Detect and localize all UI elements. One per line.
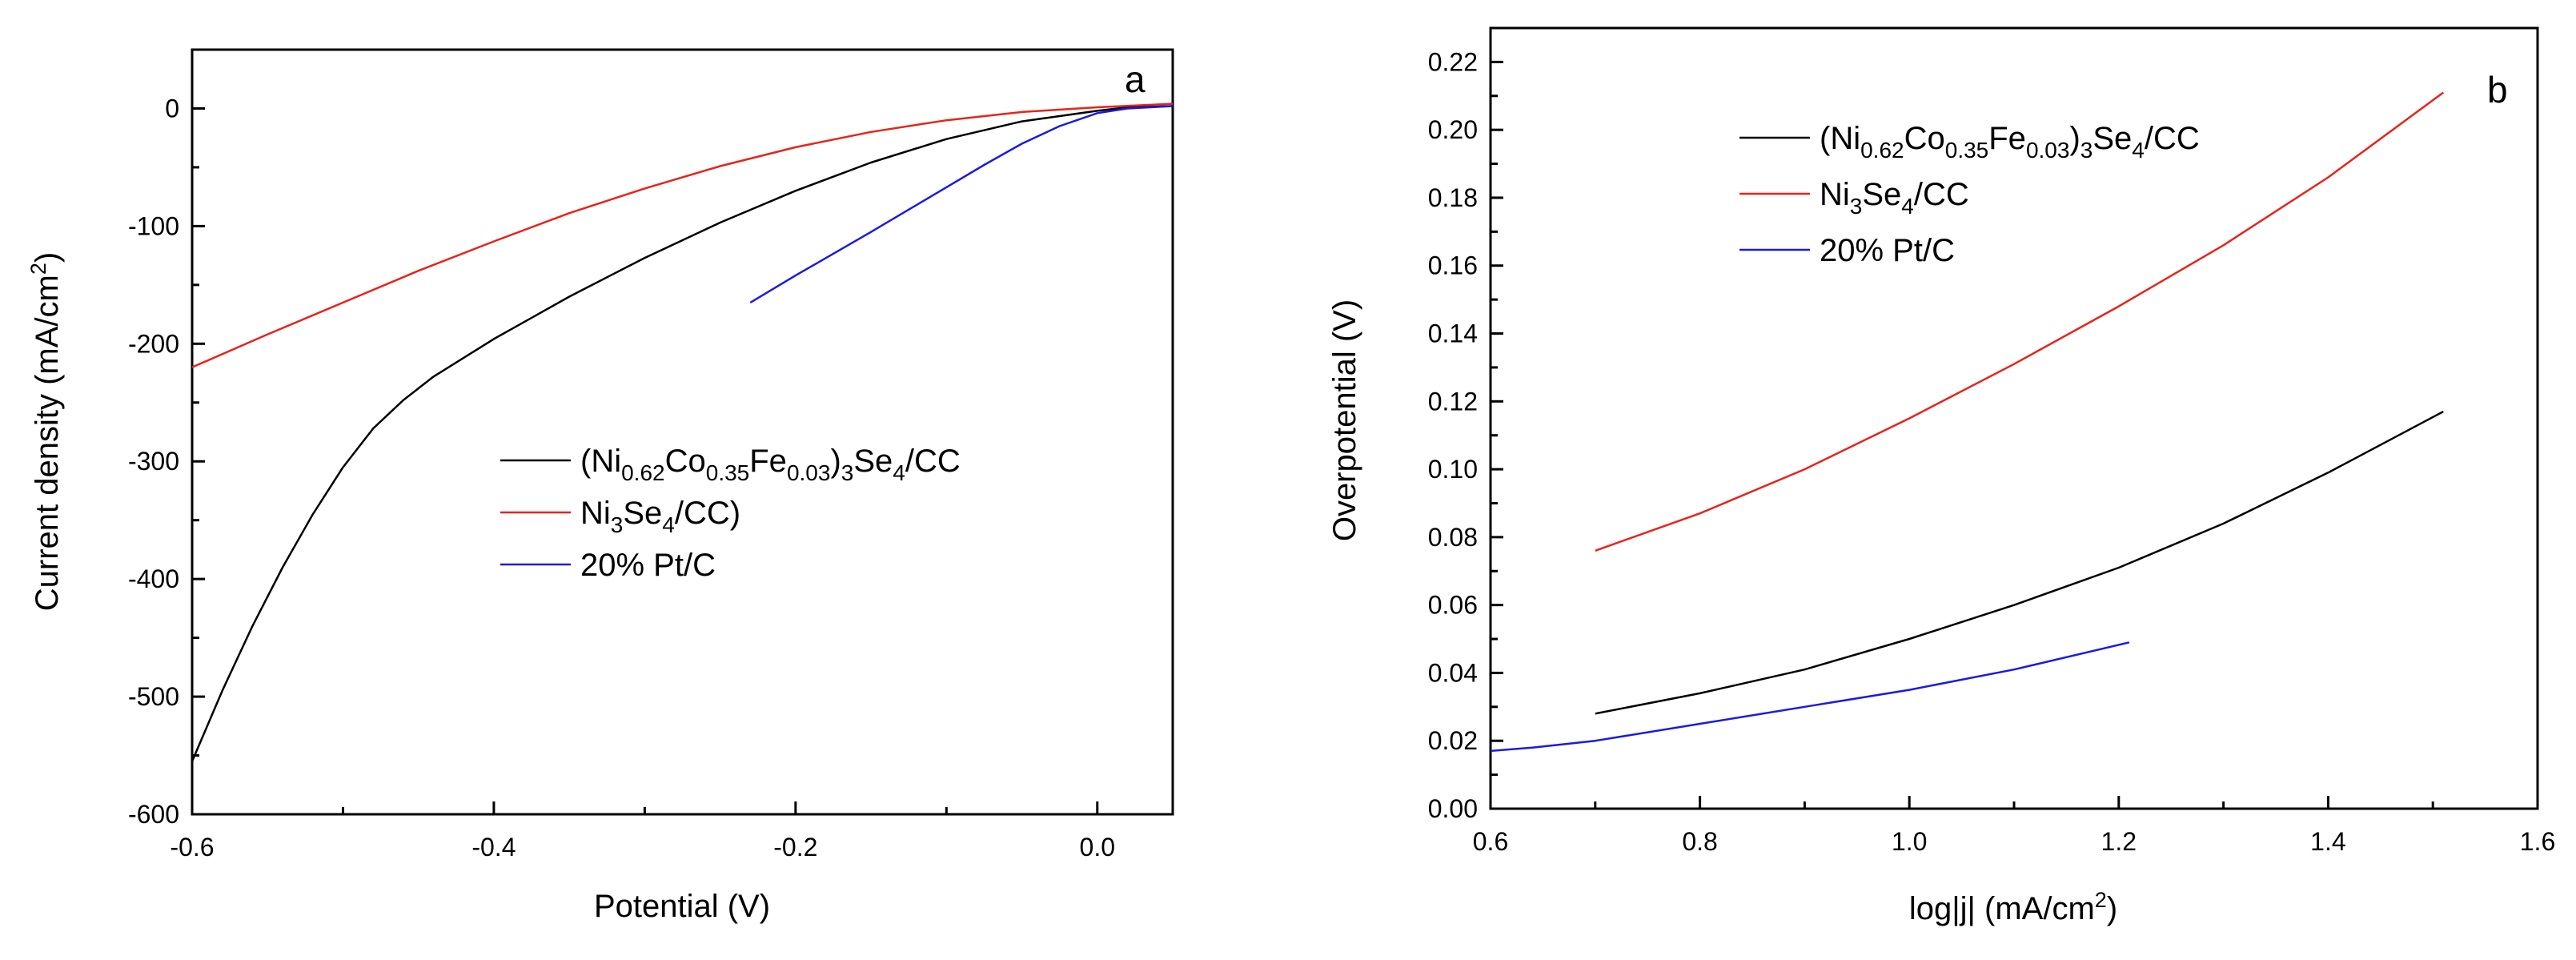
y-tick-label: -500	[128, 682, 179, 711]
y-tick-label: 0.00	[1428, 794, 1478, 823]
series-line	[749, 105, 1174, 303]
legend: (Ni0.62Co0.35Fe0.03)3Se4/CC Ni3Se4/CC) 20%…	[500, 444, 961, 583]
series-line	[191, 105, 1174, 762]
series-lines	[1490, 91, 2445, 753]
legend-label: 20% Pt/C	[580, 548, 716, 583]
y-tick-label: 0.02	[1428, 726, 1478, 755]
series-line	[1490, 641, 2130, 753]
y-tick-label: 0.18	[1428, 183, 1478, 212]
series-line	[1595, 410, 2444, 715]
y-tick-label: 0.22	[1428, 47, 1478, 76]
x-tick-label: 0.6	[1473, 827, 1508, 856]
panel-label: b	[2487, 69, 2508, 110]
y-tick-label: 0.20	[1428, 115, 1478, 144]
x-tick-label: 1.0	[1892, 827, 1927, 856]
y-tick-label: -200	[128, 329, 179, 358]
legend-label: Ni3Se4/CC)	[580, 496, 740, 537]
y-tick-label: 0.14	[1428, 319, 1478, 348]
x-tick-label: -0.2	[773, 833, 817, 862]
axis-ticks: 0.6 0.8 1.0 1.2 1.4 1.6 0.00 0.02 0.04 0.06 0.08 0.…	[1428, 47, 2556, 856]
y-tick-label: 0.10	[1428, 455, 1478, 484]
y-tick-label: -400	[128, 564, 179, 593]
series-line	[1595, 91, 2445, 552]
y-tick-label: 0.08	[1428, 523, 1478, 552]
x-axis-title: Potential (V)	[594, 889, 770, 924]
x-tick-label: 1.6	[2520, 827, 2555, 856]
panel-a: -0.6 -0.4 -0.2 0.0 -600 -500 -400 -300 -200 -100 0…	[26, 48, 1174, 924]
x-tick-label: 0.0	[1080, 833, 1115, 862]
y-tick-label: 0.12	[1428, 387, 1478, 416]
y-tick-label: -600	[128, 800, 179, 829]
legend-label: Ni3Se4/CC	[1820, 177, 1969, 219]
y-axis-title: Current density (mA/cm2)	[26, 252, 65, 611]
panel-b: 0.6 0.8 1.0 1.2 1.4 1.6 0.00 0.02 0.04 0.06 0.08 0.…	[1327, 26, 2556, 926]
series-lines	[191, 102, 1174, 762]
x-tick-label: 1.2	[2101, 827, 2137, 856]
y-tick-label: 0.16	[1428, 251, 1478, 280]
y-tick-label: -300	[128, 447, 179, 476]
y-tick-label: -100	[128, 211, 179, 240]
legend: (Ni0.62Co0.35Fe0.03)3Se4/CC Ni3Se4/CC 20% …	[1739, 121, 2200, 268]
x-axis-title: log|j| (mA/cm2)	[1909, 888, 2117, 926]
legend-label: 20% Pt/C	[1820, 233, 1955, 268]
x-tick-label: -0.6	[170, 833, 214, 862]
series-line	[191, 102, 1174, 368]
legend-label: (Ni0.62Co0.35Fe0.03)3Se4/CC	[1820, 121, 2200, 163]
plot-frame	[191, 48, 1174, 816]
x-tick-label: 0.8	[1682, 827, 1717, 856]
y-axis-title: Overpotential (V)	[1327, 299, 1362, 541]
x-tick-label: -0.4	[471, 833, 516, 862]
legend-label: (Ni0.62Co0.35Fe0.03)3Se4/CC	[580, 444, 961, 485]
y-tick-label: 0	[165, 94, 179, 123]
panel-label: a	[1125, 58, 1146, 100]
axis-ticks: -0.6 -0.4 -0.2 0.0 -600 -500 -400 -300 -200 -100 0	[128, 94, 1115, 862]
y-tick-label: 0.04	[1428, 658, 1478, 687]
x-tick-label: 1.4	[2310, 827, 2345, 856]
y-tick-label: 0.06	[1428, 591, 1478, 620]
